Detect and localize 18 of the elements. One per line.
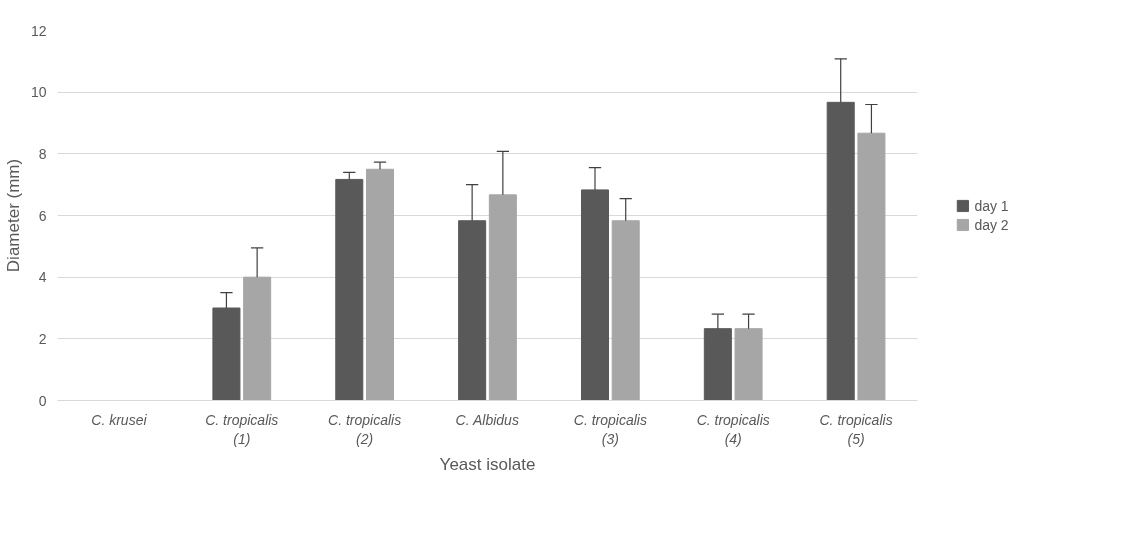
y-tick-label: 12	[30, 22, 47, 39]
x-tick-label: C. tropicalis (4)	[696, 411, 770, 447]
legend-label: day 1	[974, 197, 1009, 214]
y-tick-label: 10	[30, 84, 47, 101]
y-tick-label: 8	[38, 145, 47, 162]
x-tick-label: C. tropicalis (1)	[205, 411, 279, 447]
y-tick-label: 4	[38, 269, 47, 286]
x-axis-title: Yeast isolate	[439, 454, 536, 474]
y-tick-label: 2	[38, 330, 47, 347]
legend-label: day 2	[974, 216, 1009, 233]
y-tick-label: 0	[38, 392, 47, 409]
x-tick-label: C. krusei	[91, 411, 148, 428]
y-axis-title: Diameter (mm)	[3, 158, 23, 273]
x-tick-label: C. tropicalis (3)	[573, 411, 647, 447]
y-tick-label: 6	[38, 207, 47, 224]
x-tick-label: C. tropicalis (2)	[328, 411, 402, 447]
x-tick-label: C. Albidus	[455, 411, 519, 428]
x-tick-label: C. tropicalis (5)	[819, 411, 893, 447]
